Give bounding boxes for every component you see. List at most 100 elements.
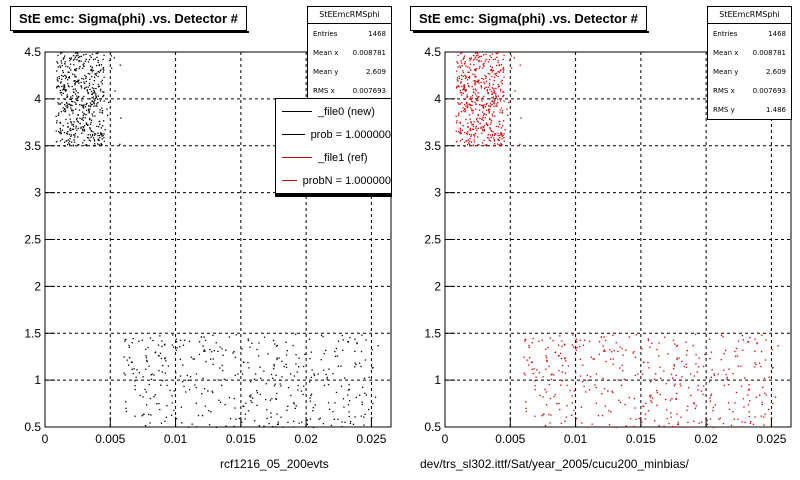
left-data-point	[173, 346, 175, 348]
left-data-point	[182, 364, 184, 366]
left-data-point	[234, 356, 237, 358]
left-y-tick-label: 0.5	[24, 420, 41, 434]
left-data-point	[273, 365, 275, 367]
legend-entry: _file1 (ref)	[276, 146, 391, 169]
right-y-tick-label: 2.5	[424, 233, 441, 247]
left-data-point	[132, 373, 134, 375]
left-data-point	[76, 95, 78, 97]
right-data-point	[550, 378, 553, 380]
left-data-point	[298, 366, 300, 368]
right-data-point	[659, 366, 661, 368]
right-data-point	[459, 52, 462, 55]
right-data-point	[672, 339, 675, 341]
left-data-point	[211, 351, 213, 353]
right-data-point	[473, 121, 475, 123]
left-data-point	[67, 126, 69, 128]
left-data-point	[76, 117, 78, 119]
right-data-point	[750, 420, 752, 423]
left-data-point	[186, 374, 188, 377]
right-data-point	[494, 73, 496, 75]
left-data-point	[89, 140, 91, 142]
right-data-point	[487, 108, 490, 110]
right-data-point	[470, 100, 473, 102]
left-data-point	[207, 390, 209, 392]
left-data-point	[70, 100, 73, 102]
right-data-point	[480, 104, 483, 106]
right-data-point	[469, 104, 471, 107]
right-data-point	[479, 117, 481, 119]
left-data-point	[69, 98, 71, 100]
left-data-point	[58, 145, 61, 147]
right-y-tick-label: 4	[434, 92, 441, 106]
right-data-point	[650, 400, 652, 402]
left-data-point	[71, 128, 74, 130]
left-data-point	[234, 374, 236, 376]
right-data-point	[502, 67, 505, 69]
right-data-point	[489, 102, 492, 104]
left-data-point	[75, 108, 77, 110]
right-data-point	[460, 111, 463, 113]
left-data-point	[83, 88, 86, 90]
right-data-point	[761, 334, 763, 336]
left-data-point	[77, 136, 79, 138]
left-y-tick-label: 2.5	[24, 233, 41, 247]
right-data-point	[557, 344, 560, 346]
left-data-point	[150, 414, 152, 416]
left-data-point	[70, 135, 72, 137]
right-data-point	[519, 64, 521, 66]
right-data-point	[502, 58, 504, 61]
left-data-point	[99, 70, 102, 72]
right-stats-row: RMS x 0.007693	[708, 81, 791, 100]
left-x-tick-label: 0.005	[95, 432, 125, 446]
left-data-point	[142, 376, 144, 378]
left-data-point	[103, 140, 105, 142]
left-data-point	[163, 343, 166, 345]
right-data-point	[644, 413, 647, 415]
legend-label: _file0 (new)	[318, 105, 375, 118]
right-data-point	[476, 99, 478, 101]
left-y-tick-label: 3.5	[24, 139, 41, 153]
left-data-point	[95, 133, 97, 135]
left-data-point	[89, 98, 91, 100]
left-data-point	[103, 133, 105, 135]
right-data-point	[486, 102, 488, 104]
left-data-point	[125, 338, 127, 341]
right-data-point	[470, 58, 472, 60]
right-data-point	[768, 408, 770, 411]
left-data-point	[94, 58, 96, 60]
left-data-point	[361, 334, 363, 336]
left-data-point	[290, 394, 292, 397]
left-data-point	[80, 60, 82, 62]
left-data-point	[61, 74, 63, 77]
left-data-point	[242, 405, 244, 407]
right-data-point	[468, 77, 471, 79]
right-data-point	[503, 54, 505, 56]
stats-label: Entries	[713, 29, 738, 38]
left-data-point	[87, 134, 89, 136]
right-data-point	[749, 400, 751, 402]
right-data-point	[647, 338, 649, 340]
left-data-point	[95, 95, 97, 97]
left-data-point	[280, 416, 282, 418]
right-data-point	[564, 357, 566, 359]
left-data-point	[151, 373, 153, 375]
right-data-point	[461, 102, 463, 104]
right-data-point	[467, 79, 469, 81]
right-data-point	[460, 131, 462, 133]
left-data-point	[82, 126, 84, 128]
right-data-point	[740, 385, 743, 387]
left-data-point	[267, 353, 269, 355]
left-data-point	[57, 62, 59, 64]
left-data-point	[85, 76, 87, 78]
right-data-point	[675, 345, 678, 347]
right-data-point	[742, 398, 745, 400]
left-data-point	[188, 340, 191, 342]
left-data-point	[263, 370, 265, 372]
left-data-point	[63, 88, 65, 90]
right-data-point	[566, 405, 568, 407]
left-data-point	[327, 383, 330, 386]
right-data-point	[469, 67, 471, 69]
right-data-point	[727, 383, 730, 386]
left-data-point	[72, 123, 74, 126]
right-data-point	[673, 364, 675, 366]
